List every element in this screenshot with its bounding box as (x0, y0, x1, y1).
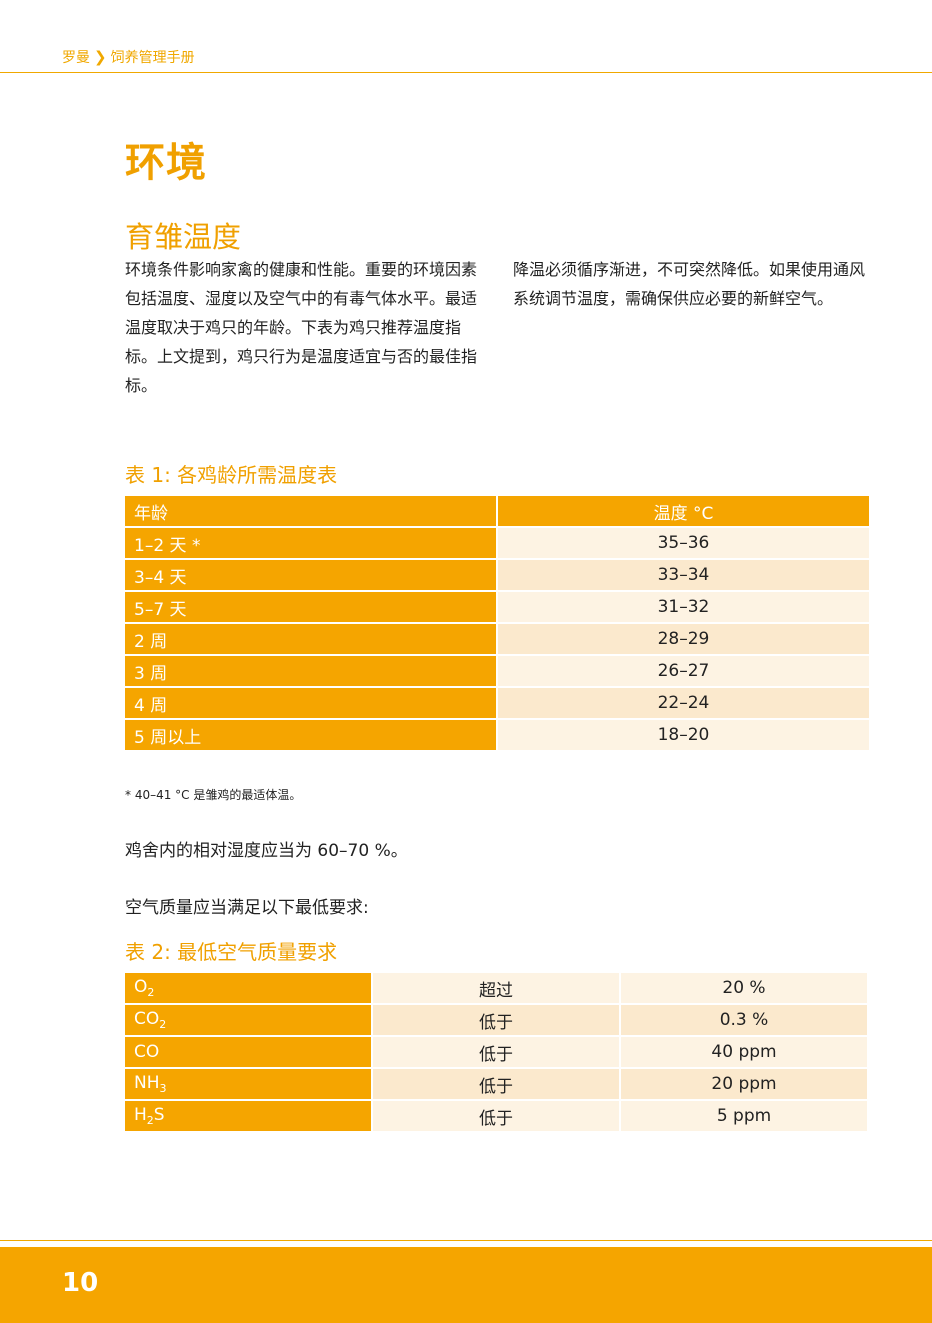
gas-cell: O2 (125, 973, 371, 1003)
table1-footnote: * 40–41 °C 是雏鸡的最适体温。 (125, 788, 302, 802)
age-cell: 5–7 天 (125, 592, 496, 622)
table-row: 5–7 天 31–32 (125, 592, 869, 622)
age-cell: 3 周 (125, 656, 496, 686)
temp-cell: 22–24 (498, 688, 869, 718)
age-cell: 1–2 天 * (125, 528, 496, 558)
condition-cell: 低于 (373, 1005, 619, 1035)
temp-cell: 28–29 (498, 624, 869, 654)
table-row: CO 低于 40 ppm (125, 1037, 867, 1067)
age-cell: 4 周 (125, 688, 496, 718)
table-row: NH3 低于 20 ppm (125, 1069, 867, 1099)
age-cell: 2 周 (125, 624, 496, 654)
page-number: 10 (62, 1268, 99, 1298)
header-age: 年龄 (125, 496, 496, 526)
value-cell: 20 % (621, 973, 867, 1003)
condition-cell: 低于 (373, 1101, 619, 1131)
table-row: CO2 低于 0.3 % (125, 1005, 867, 1035)
age-cell: 3–4 天 (125, 560, 496, 590)
temp-cell: 33–34 (498, 560, 869, 590)
breadcrumb: 罗曼 ❯ 饲养管理手册 (62, 47, 195, 67)
chevron-right-icon: ❯ (94, 48, 107, 66)
footer-band (0, 1247, 932, 1323)
table-row: 3 周 26–27 (125, 656, 869, 686)
age-cell: 5 周以上 (125, 720, 496, 750)
air-quality-table: O2 超过 20 % CO2 低于 0.3 % CO 低于 40 ppm NH3… (123, 971, 869, 1133)
table-row: 5 周以上 18–20 (125, 720, 869, 750)
section-subtitle: 育雏温度 (125, 220, 242, 254)
table2-caption: 表 2: 最低空气质量要求 (125, 940, 338, 964)
value-cell: 5 ppm (621, 1101, 867, 1131)
condition-cell: 低于 (373, 1069, 619, 1099)
table-row: 4 周 22–24 (125, 688, 869, 718)
body-text-right: 降温必须循序渐进，不可突然降低。如果使用通风系统调节温度，需确保供应必要的新鲜空… (513, 260, 866, 308)
table-row: 1–2 天 * 35–36 (125, 528, 869, 558)
value-cell: 40 ppm (621, 1037, 867, 1067)
value-cell: 20 ppm (621, 1069, 867, 1099)
temp-cell: 31–32 (498, 592, 869, 622)
footer-divider (0, 1240, 932, 1241)
page-title: 环境 (125, 140, 207, 186)
temp-cell: 18–20 (498, 720, 869, 750)
table-row: 3–4 天 33–34 (125, 560, 869, 590)
gas-cell: H2S (125, 1101, 371, 1131)
header-divider (0, 72, 932, 73)
table1-caption: 表 1: 各鸡龄所需温度表 (125, 463, 338, 487)
table-row: O2 超过 20 % (125, 973, 867, 1003)
header-temp: 温度 °C (498, 496, 869, 526)
condition-cell: 低于 (373, 1037, 619, 1067)
humidity-text: 鸡舍内的相对湿度应当为 60–70 %。 (125, 841, 408, 861)
value-cell: 0.3 % (621, 1005, 867, 1035)
air-quality-intro: 空气质量应当满足以下最低要求: (125, 898, 369, 918)
condition-cell: 超过 (373, 973, 619, 1003)
gas-cell: CO2 (125, 1005, 371, 1035)
temperature-table: 年龄 温度 °C 1–2 天 * 35–36 3–4 天 33–34 5–7 天… (123, 494, 871, 752)
gas-cell: CO (125, 1037, 371, 1067)
breadcrumb-section: 饲养管理手册 (110, 50, 195, 66)
breadcrumb-brand: 罗曼 (62, 50, 90, 66)
table-row: H2S 低于 5 ppm (125, 1101, 867, 1131)
temp-cell: 26–27 (498, 656, 869, 686)
table-header-row: 年龄 温度 °C (125, 496, 869, 526)
gas-cell: NH3 (125, 1069, 371, 1099)
temp-cell: 35–36 (498, 528, 869, 558)
table-row: 2 周 28–29 (125, 624, 869, 654)
body-text-left: 环境条件影响家禽的健康和性能。重要的环境因素包括温度、湿度以及空气中的有毒气体水… (125, 260, 478, 395)
